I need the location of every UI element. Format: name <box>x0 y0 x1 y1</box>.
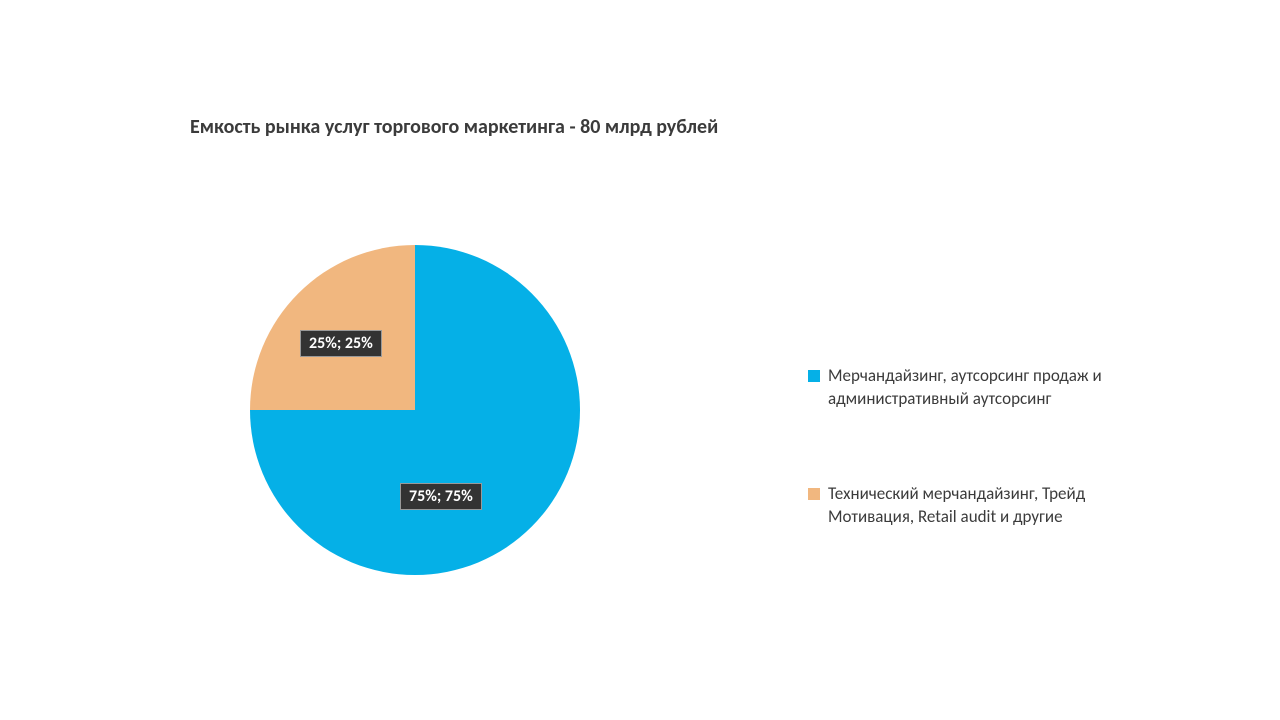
chart-title: Емкость рынка услуг торгового маркетинга… <box>190 115 718 139</box>
legend-item: Мерчандайзинг, аутсорсинг продаж и админ… <box>808 365 1168 411</box>
pie-graphic <box>250 245 580 575</box>
legend-swatch-icon <box>808 370 820 382</box>
legend: Мерчандайзинг, аутсорсинг продаж и админ… <box>808 365 1168 601</box>
legend-swatch-icon <box>808 488 820 500</box>
legend-label: Мерчандайзинг, аутсорсинг продаж и админ… <box>828 365 1168 411</box>
slice-data-label-75: 75%; 75% <box>400 483 482 510</box>
pie-chart: 25%; 25% 75%; 75% <box>250 245 580 575</box>
legend-label: Технический мерчандайзинг, Трейд Мотивац… <box>828 483 1168 529</box>
legend-item: Технический мерчандайзинг, Трейд Мотивац… <box>808 483 1168 529</box>
slice-data-label-25: 25%; 25% <box>300 330 382 357</box>
